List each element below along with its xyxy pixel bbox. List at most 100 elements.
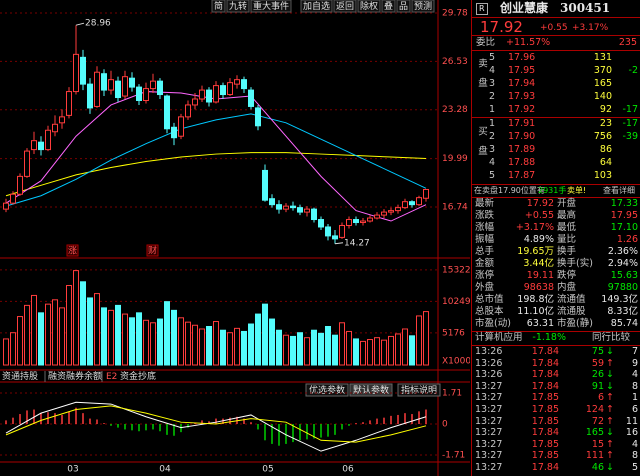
tick-count: 8 [631,380,638,392]
book-price: 17.94 [508,78,536,89]
event-marker[interactable] [66,244,79,257]
divider [472,117,640,118]
stat-label: 市盈(动) [475,318,511,329]
price-tick-label: 23.28 [442,105,468,115]
toolbar-label[interactable]: 除权 [360,0,378,12]
tab-label[interactable]: 融资融券余额 [48,370,102,382]
candle-body [423,188,429,199]
candle-body [234,79,240,85]
toolbar-label[interactable]: 叠 [384,1,393,12]
stat-value: 17.33 [610,198,638,209]
ratio-value: +11.57% [506,37,551,48]
indicator-button[interactable] [397,383,441,397]
candle-body [220,85,226,96]
volume-bar [73,270,79,366]
stat-label: 流通值 [557,294,586,305]
tab-label[interactable]: 资通持股 [2,370,38,382]
candle-body [276,204,282,210]
toolbar-label[interactable]: 预测 [414,1,432,12]
volume-bar [290,335,296,366]
candle-body [94,71,100,107]
toolbar-button[interactable] [250,0,292,13]
candle-body [108,79,114,91]
book-side-label: 卖盘 [476,58,487,97]
event-label[interactable]: 涨 [68,246,77,257]
toolbar-label[interactable]: 九转 [229,0,247,12]
volume-bar [241,330,247,366]
book-level: 4 [489,157,496,168]
tick-count: 8 [631,450,638,462]
book-delta: -2 [628,65,638,76]
event-marker[interactable] [146,244,159,257]
tick-volume: 6 [597,392,604,404]
industry-name[interactable]: 计算机应用 [475,332,523,343]
book-price: 17.88 [508,157,536,168]
stat-value: 198.8亿 [517,294,554,305]
toolbar-label[interactable]: 返回 [336,0,354,12]
candle-body [164,95,170,130]
tick-price: 17.84 [531,369,559,381]
indicator-button-label[interactable]: 指标说明 [401,384,437,396]
book-delta: -17 [622,118,638,129]
toolbar-button[interactable] [381,0,396,13]
toolbar-button[interactable] [300,0,333,13]
volume-bar [129,317,135,366]
volume-bar [192,324,198,366]
stat-value: 1.26 [616,234,638,245]
toolbar-label[interactable]: 品 [399,1,408,12]
volume-bar [178,317,184,366]
toolbar-button[interactable] [396,0,411,13]
indicator-button-label[interactable]: 优选参数 [309,384,345,396]
volume-bar [59,307,65,366]
peer-compare[interactable]: 同行比较 [592,332,631,343]
tick-volume: 15 [591,438,604,450]
stat-label: 换手(实) [557,258,593,269]
toolbar-label[interactable]: 简 [214,0,223,12]
volume-bar [297,332,303,366]
candle-body [52,123,58,133]
book-price: 17.89 [508,144,536,155]
volume-bar [94,293,100,366]
stat-label: 最低 [557,222,577,233]
candle-body [262,169,268,201]
toolbar-label[interactable]: 重大事件 [253,0,289,12]
notice-text[interactable]: 查看详细 [603,186,635,195]
candle-body [346,219,352,226]
volume-bar [325,325,331,366]
candle-body [360,220,366,224]
candle-body [318,219,324,228]
event-label[interactable]: 财 [148,245,157,257]
toolbar-button[interactable] [226,0,250,13]
volume-bar [304,337,310,366]
candle-body [402,201,408,209]
tick-price: 17.84 [531,357,559,369]
volume-bar [395,333,401,366]
volume-bar [311,329,317,366]
toolbar-button[interactable] [357,0,381,13]
volume-bar [87,297,93,366]
toolbar-button[interactable] [211,0,226,13]
toolbar-button[interactable] [333,0,357,13]
price-change: +0.55 [540,23,568,33]
tick-direction: ↓ [606,462,614,473]
candle-body [80,56,86,85]
book-volume: 103 [593,170,612,181]
indicator-button-label[interactable]: 默认参数 [353,384,389,396]
tick-count: 4 [631,438,638,450]
stat-label: 振幅 [475,234,495,245]
book-volume: 64 [599,157,612,168]
candle-body [367,217,373,222]
volume-bar [402,328,408,366]
candle-body [311,208,317,221]
toolbar-button[interactable] [411,0,435,13]
candle-body [374,214,380,219]
book-level: 1 [489,118,496,129]
volume-bar [122,313,128,366]
tab-label[interactable]: 资金抄底 [120,370,156,382]
tab-label[interactable]: E2 [106,372,117,382]
candle-body [283,205,289,210]
tick-direction: ↑ [606,404,614,415]
toolbar-label[interactable]: 加自选 [303,0,330,12]
candle-body [416,197,422,206]
volume-bar [101,307,107,366]
